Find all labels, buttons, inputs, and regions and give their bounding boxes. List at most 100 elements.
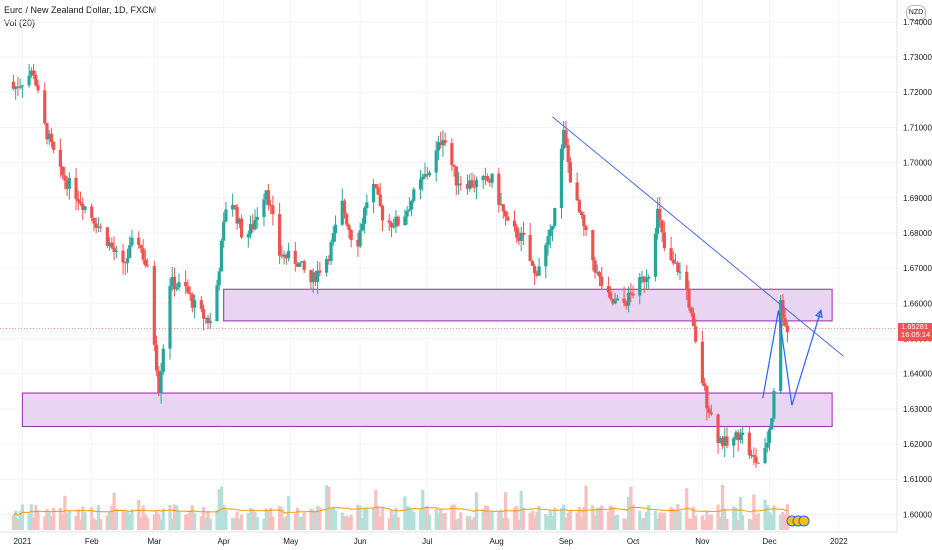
volume-bar [772, 505, 776, 530]
candle-body [282, 254, 286, 257]
candle-body [689, 307, 693, 313]
candle-body [732, 438, 736, 446]
candle-body [371, 184, 376, 203]
volume-indicator-label[interactable]: Vol (20) [4, 18, 36, 28]
volume-bar [783, 514, 787, 530]
candle-body [186, 286, 190, 293]
volume-bar [450, 504, 454, 530]
candle-body [640, 276, 644, 278]
volume-bar [575, 512, 579, 530]
candle-body [349, 229, 353, 241]
candle-body [468, 180, 472, 189]
candle-body [528, 235, 532, 261]
candle-body [483, 176, 488, 178]
candle-body [452, 165, 456, 167]
candle-body [653, 233, 658, 277]
volume-bar [92, 518, 96, 530]
candle-body [626, 292, 631, 306]
volume-bar [371, 508, 376, 530]
candle-body [74, 177, 78, 200]
candle-body [141, 248, 145, 260]
volume-bar [280, 507, 284, 530]
candle-body [168, 285, 172, 349]
volume-bar [52, 507, 56, 530]
candle-body [327, 259, 331, 262]
volume-bar [472, 517, 476, 530]
volume-bar [74, 515, 78, 530]
candle-body [380, 205, 385, 221]
volume-bar [324, 485, 329, 530]
volume-bar [333, 510, 338, 530]
candle-body [691, 312, 696, 327]
candle-body [389, 222, 394, 228]
volume-bar [345, 515, 349, 530]
volume-bar [678, 510, 682, 530]
currency-badge[interactable]: NZD [906, 5, 926, 21]
volume-bar [61, 514, 65, 530]
candle-body [638, 277, 642, 296]
candle-body [562, 130, 566, 149]
volume-bar [436, 513, 441, 530]
candle-body [110, 242, 114, 248]
volume-bar [31, 517, 36, 530]
volume-bar [562, 504, 566, 530]
candle-body [125, 257, 130, 264]
candle-body [595, 272, 599, 274]
candle-body [65, 180, 69, 189]
volume-bar [152, 514, 156, 530]
volume-bar [544, 514, 548, 530]
candle-body [548, 229, 552, 237]
volume-bar [130, 509, 134, 530]
candle-body [76, 199, 80, 202]
volume-bar [219, 486, 224, 530]
scroll-realtime-icon[interactable] [786, 515, 810, 527]
candle-body [535, 273, 539, 276]
volume-bar [609, 505, 613, 530]
candle-body [474, 180, 479, 187]
volume-bar [656, 518, 660, 530]
volume-bar [394, 507, 398, 530]
volume-bar [515, 505, 519, 530]
volume-bar [705, 511, 709, 530]
volume-bar [519, 490, 523, 530]
candle-body [105, 227, 109, 246]
volume-bar [271, 516, 275, 530]
volume-bar [96, 505, 101, 530]
volume-bar [606, 511, 611, 530]
candle-body [92, 217, 96, 224]
candle-body [94, 223, 98, 228]
volume-bar [653, 510, 658, 530]
candle-body [490, 173, 494, 183]
y-tick-label: 1.67000 [903, 264, 932, 273]
volume-bar [597, 507, 602, 530]
volume-bar [720, 485, 725, 530]
volume-bar [358, 505, 362, 530]
volume-bar [18, 511, 22, 530]
candle-body [747, 432, 751, 456]
candle-body [201, 308, 206, 319]
volume-bar [624, 519, 628, 530]
volume-bar [486, 506, 490, 530]
volume-bar [454, 519, 458, 530]
volume-bar [246, 512, 250, 530]
candle-body [754, 456, 758, 463]
candle-body [264, 190, 268, 200]
volume-bar [595, 507, 599, 530]
volume-ma-line [13, 506, 788, 517]
volume-bar [673, 509, 678, 530]
candle-body [403, 216, 407, 226]
candle-body [497, 173, 501, 205]
candle-body [112, 247, 116, 253]
volume-bar [266, 511, 271, 530]
volume-bar [309, 508, 313, 530]
y-tick-label: 1.71000 [903, 123, 932, 132]
candle-body [418, 179, 423, 190]
volume-bar [734, 507, 738, 530]
candle-body [130, 237, 134, 246]
projection-path [762, 310, 822, 406]
candle-body [738, 434, 743, 441]
candle-body [488, 180, 492, 183]
volume-bar [423, 507, 427, 530]
candle-body [284, 254, 288, 259]
